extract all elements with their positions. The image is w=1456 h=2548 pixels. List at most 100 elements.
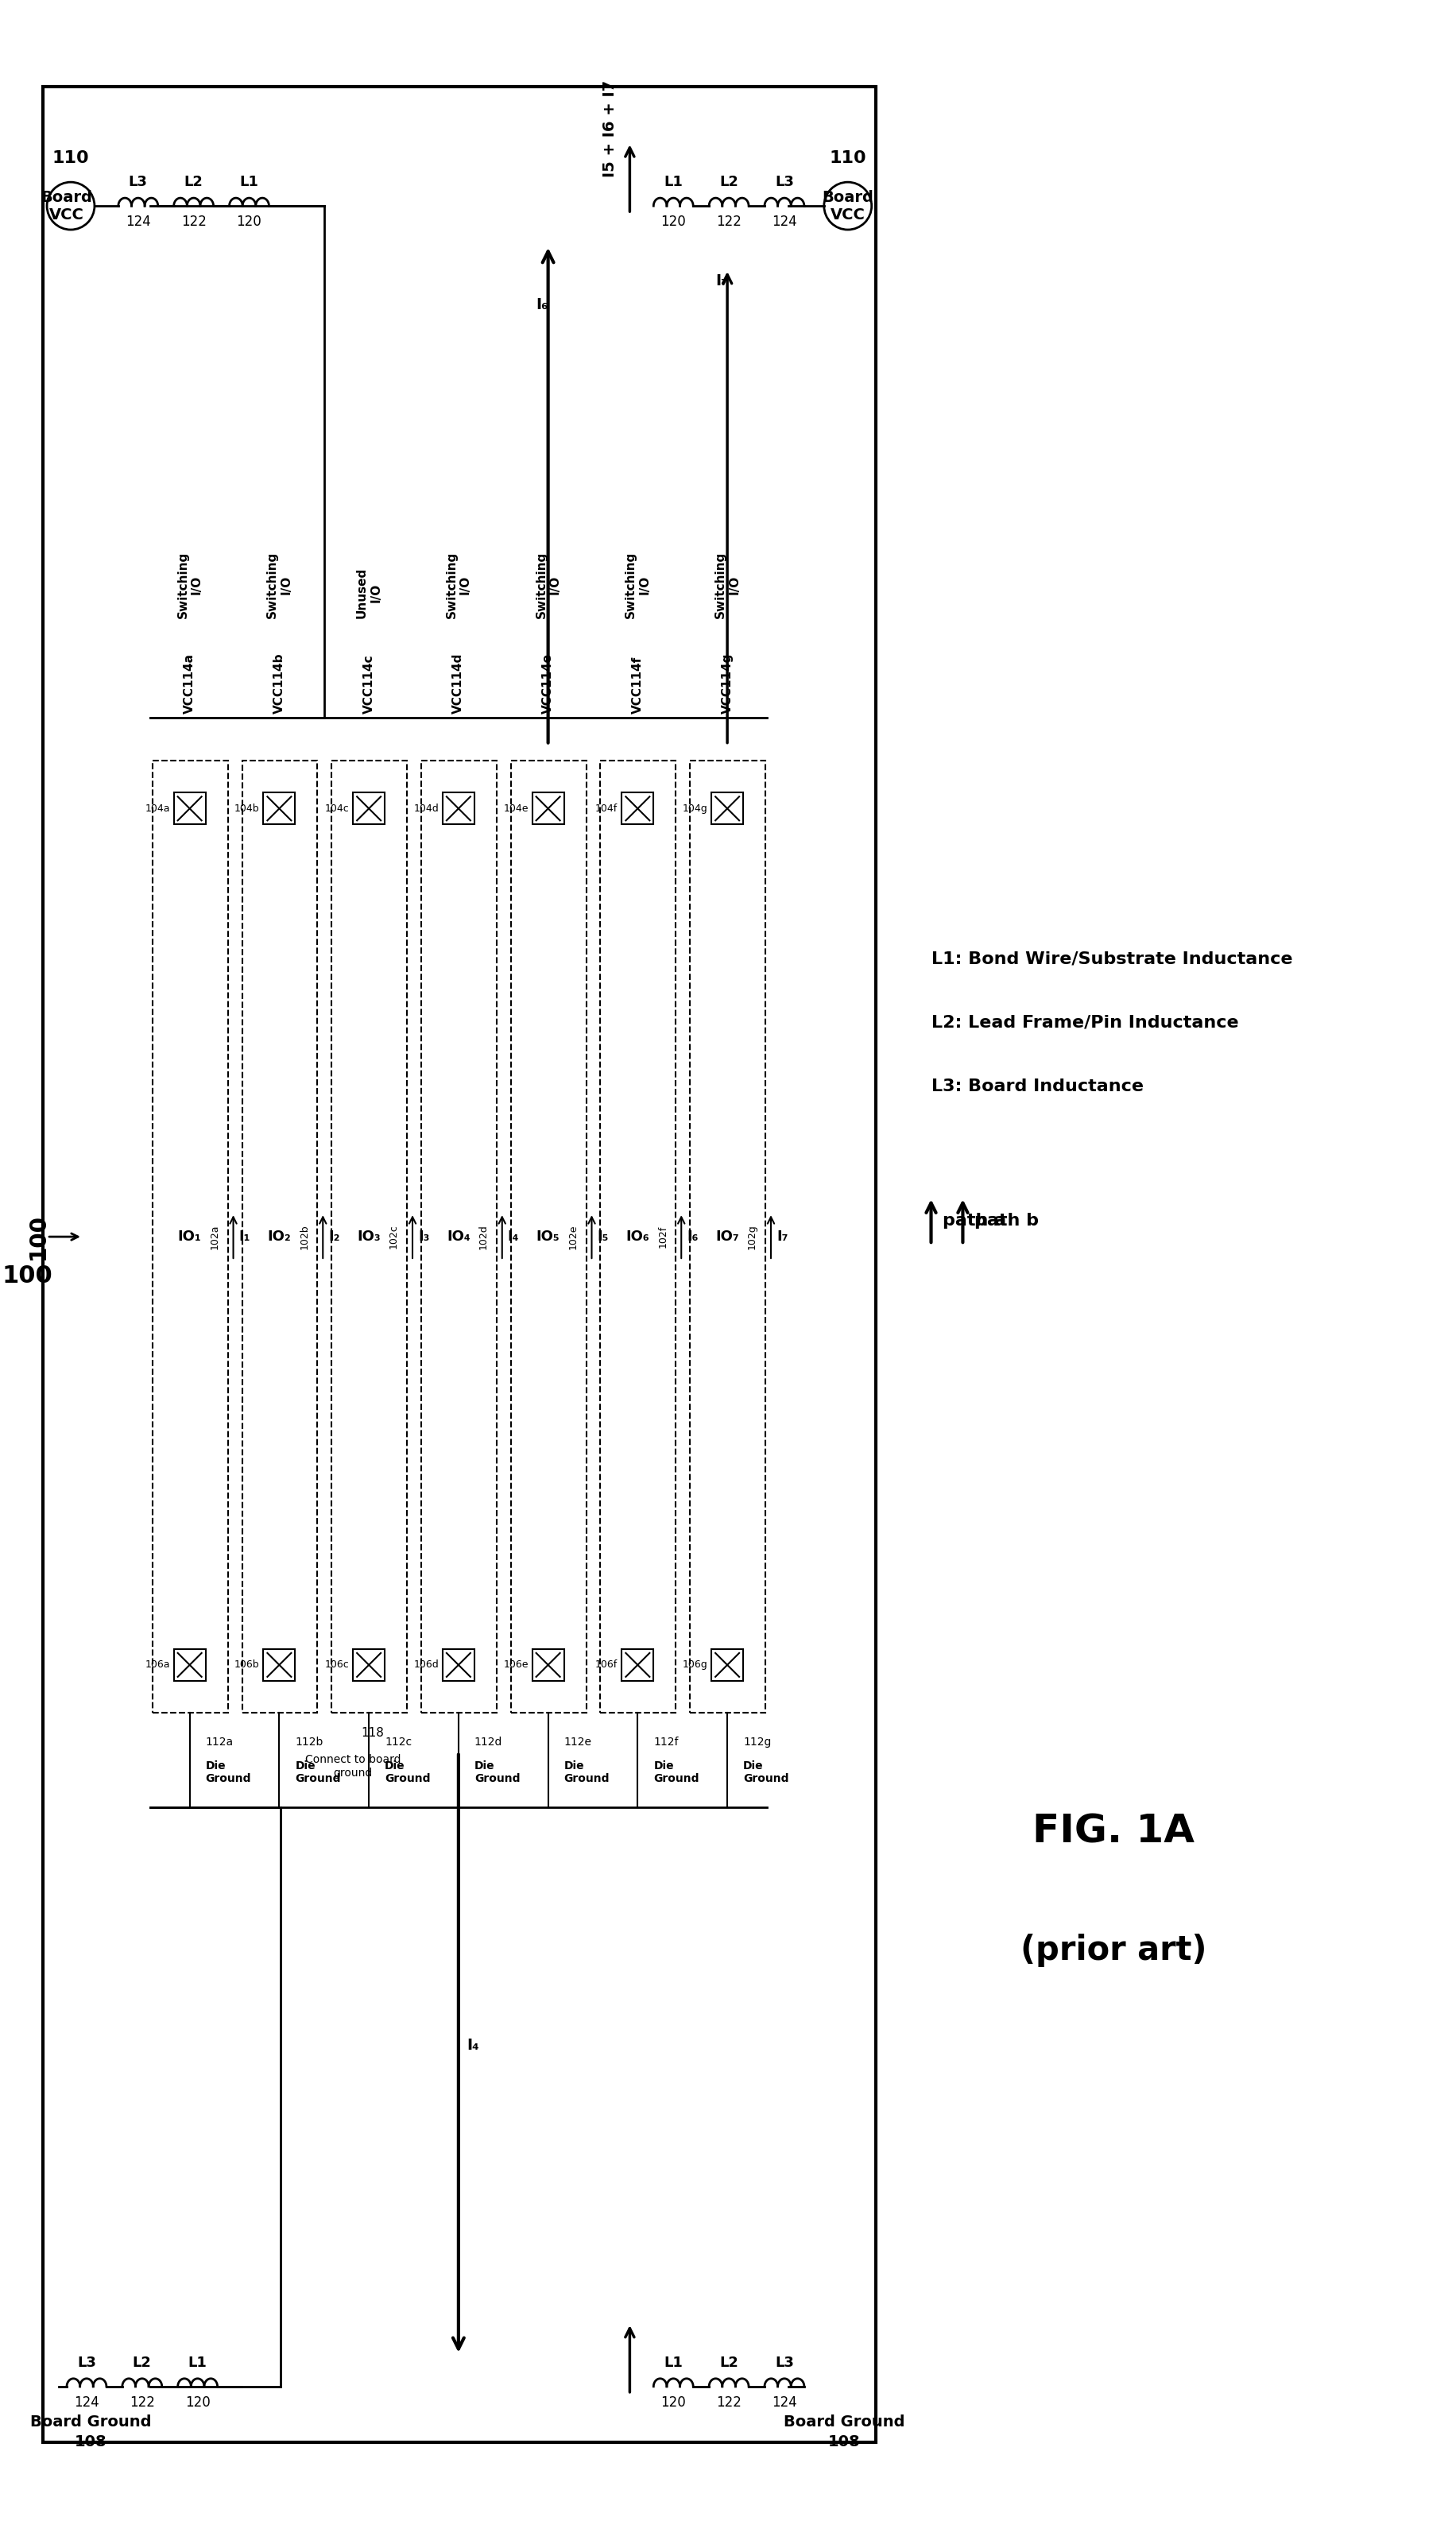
Text: 102e: 102e [568,1223,578,1249]
Text: 102f: 102f [657,1226,667,1249]
Bar [622,1649,654,1682]
Text: 102b: 102b [298,1223,309,1249]
Text: IO₂: IO₂ [268,1231,291,1243]
Text: Die
Ground: Die Ground [384,1761,430,1784]
Text: Die
Ground: Die Ground [654,1761,699,1784]
Bar [531,1649,563,1682]
Text: 106d: 106d [414,1659,438,1669]
Text: IO₇: IO₇ [715,1231,738,1243]
Text: L3: L3 [77,2354,96,2370]
Text: Board Ground: Board Ground [783,2416,904,2428]
Text: 102g: 102g [747,1223,757,1249]
Text: Die
Ground: Die Ground [296,1761,341,1784]
Text: 106e: 106e [502,1659,529,1669]
Text: L2: Lead Frame/Pin Inductance: L2: Lead Frame/Pin Inductance [930,1014,1238,1029]
Text: 100: 100 [1,1264,52,1287]
Text: Switching
I/O: Switching I/O [266,550,293,619]
Text: IO₄: IO₄ [447,1231,470,1243]
Bar [711,792,743,826]
Text: 106f: 106f [596,1659,617,1669]
Text: 102c: 102c [389,1226,399,1249]
Text: 122: 122 [716,214,741,229]
Text: Switching
I/O: Switching I/O [534,550,561,619]
Text: Die
Ground: Die Ground [475,1761,520,1784]
Text: L3: Board Inductance: L3: Board Inductance [930,1078,1143,1093]
Text: L1: L1 [188,2354,207,2370]
Text: VCC114a: VCC114a [183,652,195,713]
Text: 100: 100 [28,1213,50,1259]
Text: Board
VCC: Board VCC [821,189,874,222]
Text: Switching
I/O: Switching I/O [176,550,202,619]
Text: Switching
I/O: Switching I/O [446,550,472,619]
Text: 102a: 102a [210,1223,220,1249]
Bar [264,1649,296,1682]
Text: 118: 118 [361,1728,384,1738]
Text: IO₅: IO₅ [536,1231,559,1243]
Text: I₇: I₇ [776,1231,788,1243]
Bar [421,762,496,1712]
Bar [443,1649,475,1682]
Bar [690,762,764,1712]
Text: I₁: I₁ [239,1231,250,1243]
Bar [622,792,654,826]
Bar [511,762,585,1712]
Bar [711,1649,743,1682]
Text: L3: L3 [128,176,147,189]
Text: 108: 108 [74,2433,106,2449]
Text: I₄: I₄ [507,1231,518,1243]
Text: path a: path a [942,1213,1006,1228]
Text: L3: L3 [775,2354,794,2370]
Text: 112e: 112e [563,1735,591,1748]
Text: 124: 124 [772,214,796,229]
Text: 104e: 104e [502,803,529,813]
Text: 112c: 112c [384,1735,412,1748]
Text: Board
VCC: Board VCC [41,189,93,222]
Text: 124: 124 [125,214,150,229]
Text: 124: 124 [772,2395,796,2410]
Text: 104c: 104c [325,803,349,813]
Bar [153,762,227,1712]
Text: L2: L2 [183,176,202,189]
Text: L1: Bond Wire/Substrate Inductance: L1: Bond Wire/Substrate Inductance [930,950,1291,968]
Text: 112b: 112b [296,1735,323,1748]
Text: 104b: 104b [234,803,259,813]
Bar [332,762,406,1712]
Text: 102d: 102d [478,1223,488,1249]
Text: VCC114d: VCC114d [453,652,464,713]
Text: 112g: 112g [743,1735,770,1748]
Text: 124: 124 [74,2395,99,2410]
Text: 120: 120 [185,2395,210,2410]
Bar [173,792,205,826]
Text: 106b: 106b [234,1659,259,1669]
Text: VCC114c: VCC114c [363,655,374,713]
Bar [352,792,384,826]
Text: Die
Ground: Die Ground [563,1761,609,1784]
Text: Switching
I/O: Switching I/O [713,550,740,619]
Text: L2: L2 [719,2354,738,2370]
Bar [531,792,563,826]
Text: Unused
I/O: Unused I/O [355,568,381,619]
Text: VCC114f: VCC114f [632,655,644,713]
Text: 120: 120 [661,2395,686,2410]
Text: IO₁: IO₁ [178,1231,201,1243]
Text: I₇: I₇ [715,273,728,288]
Text: Board Ground: Board Ground [31,2416,151,2428]
Text: Die
Ground: Die Ground [205,1761,250,1784]
Bar [600,762,676,1712]
Text: 112a: 112a [205,1735,233,1748]
Text: I₂: I₂ [328,1231,339,1243]
Text: 104g: 104g [681,803,708,813]
Text: 106a: 106a [144,1659,170,1669]
Text: I5 + I6 + I7: I5 + I6 + I7 [601,82,617,178]
Text: VCC114g: VCC114g [721,652,732,713]
Text: path b: path b [974,1213,1038,1228]
Text: Switching
I/O: Switching I/O [625,550,651,619]
Text: L3: L3 [775,176,794,189]
Text: 104d: 104d [414,803,438,813]
Text: Die
Ground: Die Ground [743,1761,788,1784]
Text: 110: 110 [52,150,89,166]
Bar [44,87,875,2441]
Text: 106c: 106c [325,1659,349,1669]
Text: 120: 120 [661,214,686,229]
Text: 122: 122 [181,214,207,229]
